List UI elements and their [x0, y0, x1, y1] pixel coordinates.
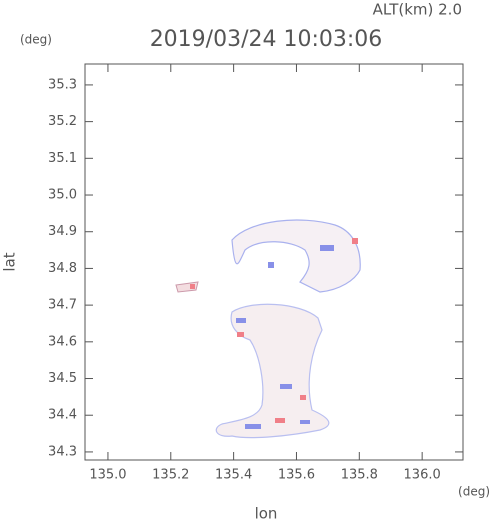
y-tick-label: 35.3 [48, 77, 77, 92]
echo-area [215, 303, 330, 439]
chart-title: 2019/03/24 10:03:06 [150, 27, 383, 52]
y-tick-label: 34.4 [48, 408, 77, 423]
echo-cells [236, 245, 334, 429]
chart-subtitle: ALT(km) 2.0 [373, 1, 462, 19]
echo-area [231, 219, 361, 293]
y-tick-label: 34.6 [48, 334, 77, 349]
x-tick-label: 135.0 [89, 468, 126, 483]
x-axis-label: lon [255, 505, 278, 521]
x-tick-label: 135.6 [278, 468, 315, 483]
x-unit: (deg) [458, 485, 490, 499]
y-tick-label: 34.5 [48, 371, 77, 386]
x-tick-label: 136.0 [404, 468, 441, 483]
x-tick-label: 135.8 [341, 468, 378, 483]
y-tick-label: 35.0 [48, 188, 77, 203]
y-tick-label: 34.8 [48, 261, 77, 276]
plot-frame [84, 63, 464, 461]
y-unit: (deg) [20, 33, 52, 47]
x-tick-label: 135.2 [152, 468, 189, 483]
y-tick-label: 34.7 [48, 298, 77, 313]
y-axis-label: lat [1, 252, 19, 271]
y-tick-label: 35.2 [48, 114, 77, 129]
y-tick-label: 35.1 [48, 151, 77, 166]
y-tick-label: 34.9 [48, 224, 77, 239]
y-tick-label: 34.3 [48, 444, 77, 459]
x-tick-label: 135.4 [215, 468, 252, 483]
radar-echo [175, 219, 361, 439]
echo-cells [190, 238, 358, 423]
